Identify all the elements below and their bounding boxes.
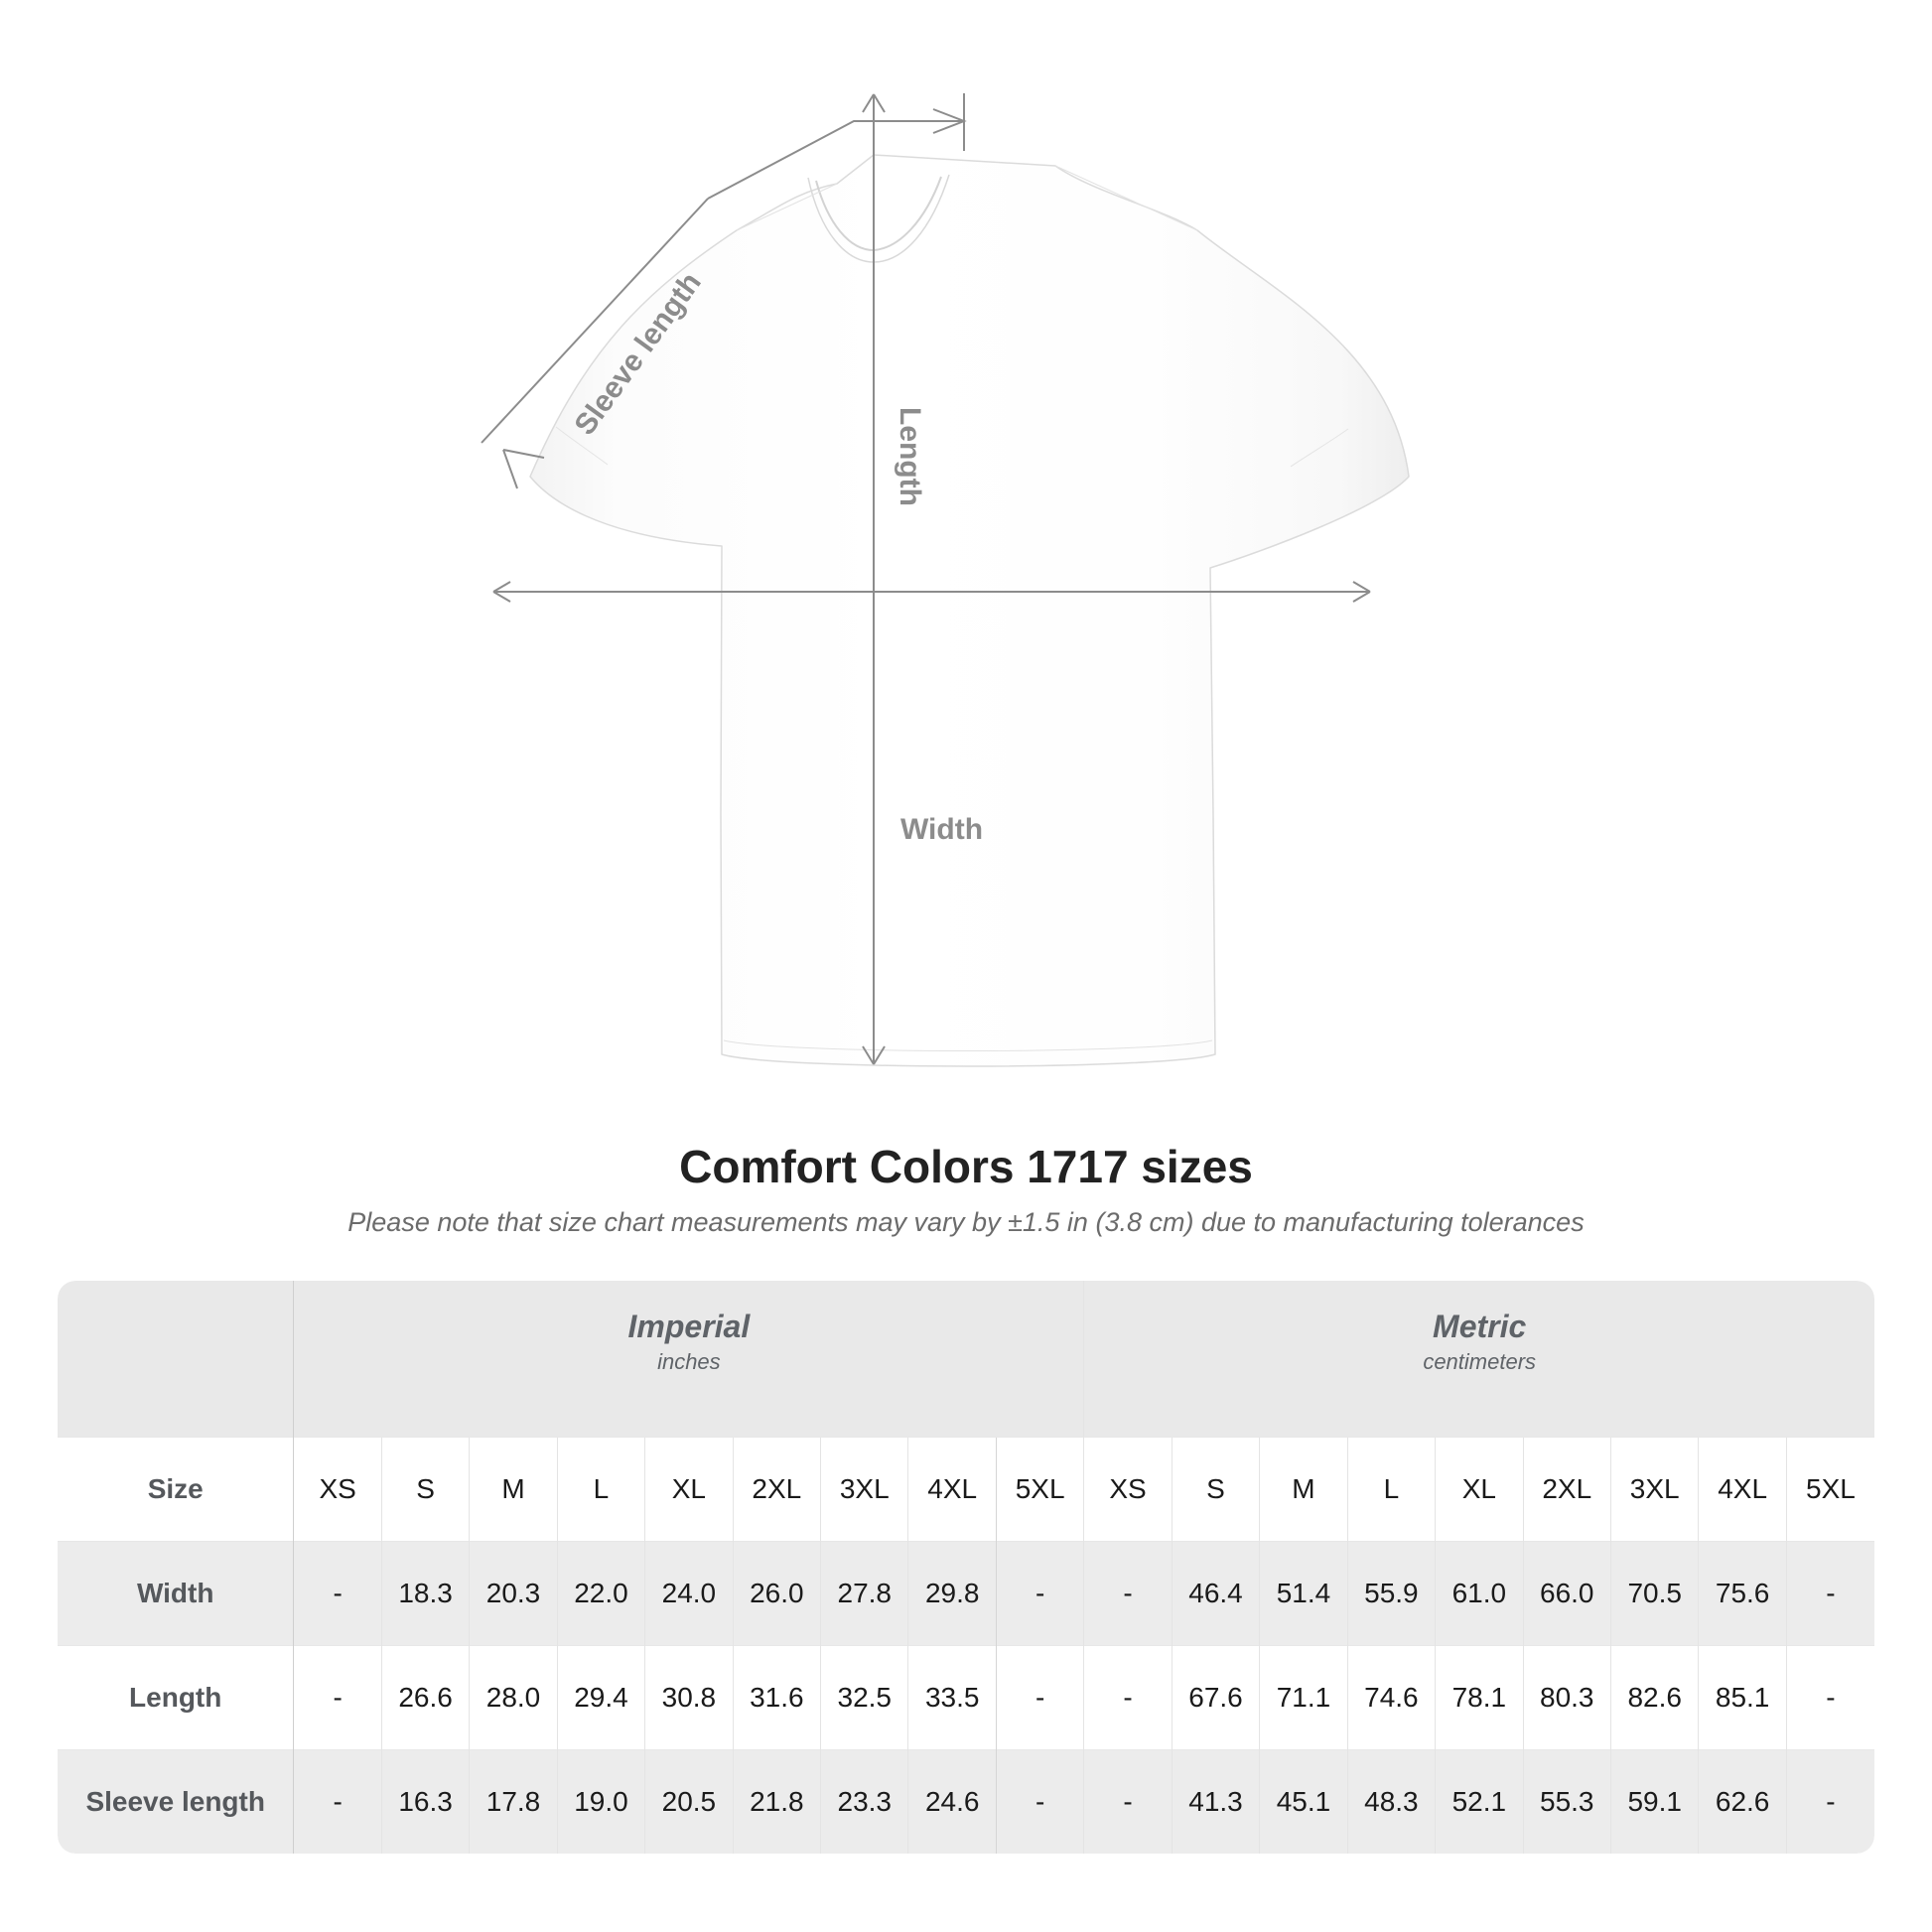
svg-text:Width: Width — [900, 813, 983, 846]
svg-text:Length: Length — [894, 407, 926, 506]
